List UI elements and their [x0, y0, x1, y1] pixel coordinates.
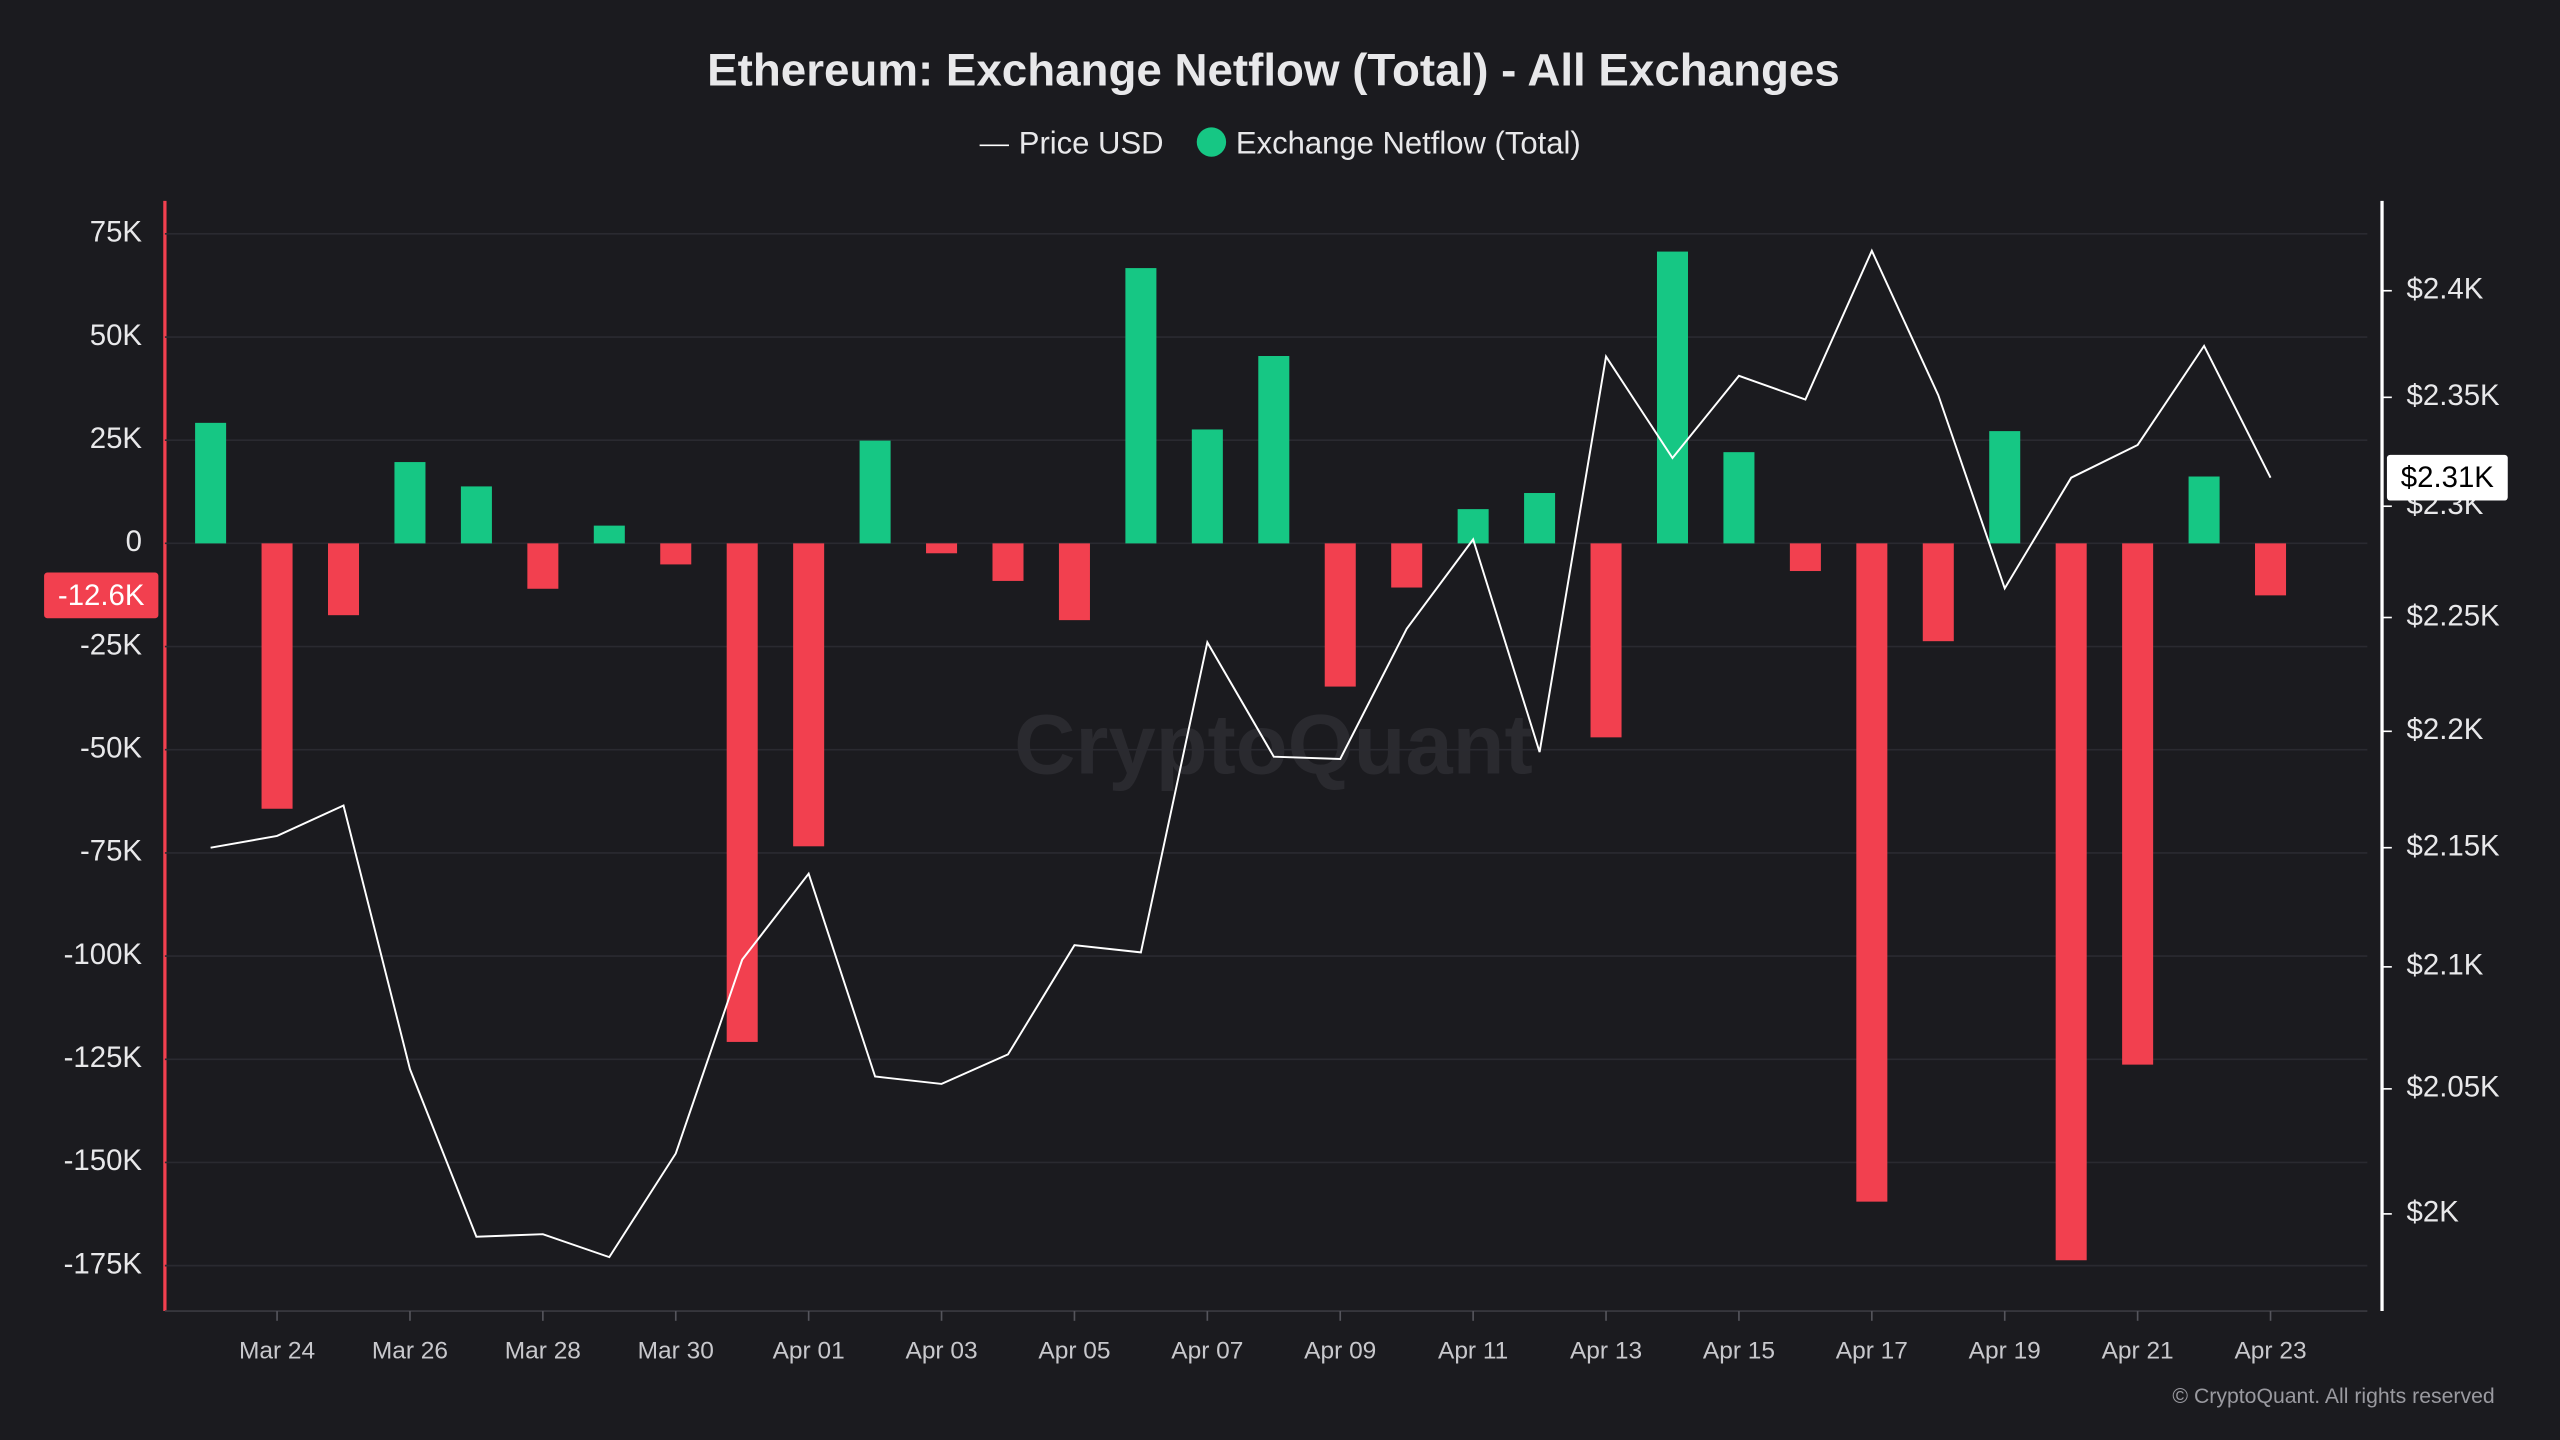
y2-tick-label: $2.25K	[2407, 599, 2501, 632]
last-value-label: $2.31K	[2401, 461, 2495, 494]
legend-label[interactable]: Price USD	[1019, 125, 1164, 160]
bar	[1258, 355, 1290, 544]
bar	[1723, 452, 1755, 544]
last-value-label: -12.6K	[58, 579, 145, 612]
watermark: CryptoQuant	[1014, 696, 1533, 791]
legend-label[interactable]: Exchange Netflow (Total)	[1236, 125, 1581, 160]
y2-tick-label: $2.05K	[2407, 1071, 2501, 1104]
bar	[2122, 543, 2154, 1065]
x-tick-label: Apr 17	[1836, 1337, 1908, 1364]
y2-tick-label: $2.15K	[2407, 829, 2501, 862]
y-tick-label: -75K	[80, 835, 142, 868]
y2-tick-label: $2K	[2407, 1196, 2460, 1229]
x-tick-label: Apr 15	[1703, 1337, 1775, 1364]
y2-tick-label: $2.1K	[2407, 949, 2484, 982]
x-tick-label: Apr 07	[1171, 1337, 1243, 1364]
x-tick-label: Apr 09	[1304, 1337, 1376, 1364]
last-value-box	[2386, 454, 2508, 501]
x-tick-label: Apr 19	[1969, 1337, 2041, 1364]
bar	[394, 462, 426, 544]
y-tick-label: -25K	[80, 628, 142, 661]
bar	[261, 543, 293, 809]
bar	[926, 543, 958, 554]
bar	[1789, 543, 1821, 572]
y-tick-label: -175K	[64, 1247, 143, 1280]
bar	[1324, 543, 1356, 687]
bar	[660, 543, 692, 565]
y-tick-label: 0	[126, 525, 142, 558]
x-tick-label: Apr 03	[906, 1337, 978, 1364]
y-tick-label: 75K	[90, 216, 143, 249]
bar	[1125, 268, 1157, 544]
y-tick-label: -50K	[80, 731, 142, 764]
bar	[1391, 543, 1423, 588]
x-tick-label: Apr 21	[2102, 1337, 2174, 1364]
bar	[1457, 509, 1489, 544]
x-tick-label: Apr 23	[2234, 1337, 2306, 1364]
bar	[1656, 251, 1688, 544]
bar	[1989, 431, 2021, 544]
bar	[328, 543, 360, 616]
y2-tick-label: $2.2K	[2407, 713, 2484, 746]
y-tick-label: -125K	[64, 1041, 143, 1074]
bar	[1191, 429, 1223, 544]
y-tick-label: -150K	[64, 1144, 143, 1177]
last-value-box	[44, 572, 159, 619]
bar	[1922, 543, 1954, 642]
bar	[859, 440, 891, 544]
x-tick-label: Apr 01	[773, 1337, 845, 1364]
x-tick-label: Apr 11	[1438, 1337, 1508, 1364]
x-tick-label: Mar 24	[239, 1337, 315, 1364]
x-tick-label: Mar 28	[505, 1337, 581, 1364]
x-tick-label: Mar 30	[638, 1337, 714, 1364]
y2-tick-label: $2.35K	[2407, 379, 2501, 412]
bar	[793, 543, 825, 847]
x-tick-label: Apr 05	[1038, 1337, 1110, 1364]
bar	[1058, 543, 1090, 621]
bar	[1856, 543, 1888, 1202]
x-tick-label: Mar 26	[372, 1337, 448, 1364]
y-tick-label: -100K	[64, 938, 143, 971]
bar	[593, 525, 625, 544]
chart-title: Ethereum: Exchange Netflow (Total) - All…	[707, 45, 1840, 96]
bar	[527, 543, 559, 589]
bar	[2188, 476, 2220, 544]
y-tick-label: 25K	[90, 422, 143, 455]
bar	[726, 543, 758, 1042]
legend-dot-swatch	[1196, 127, 1227, 157]
bar	[460, 486, 492, 544]
x-tick-label: Apr 13	[1570, 1337, 1642, 1364]
bar	[1524, 493, 1556, 544]
bar	[2055, 543, 2087, 1261]
bar	[1590, 543, 1622, 738]
price-line	[210, 248, 2272, 1259]
bar	[195, 422, 227, 544]
footer: © CryptoQuant. All rights reserved	[2172, 1385, 2494, 1408]
bar	[2255, 543, 2287, 596]
y-tick-label: 50K	[90, 319, 143, 352]
y2-tick-label: $2.4K	[2407, 272, 2484, 305]
bar	[992, 543, 1024, 581]
